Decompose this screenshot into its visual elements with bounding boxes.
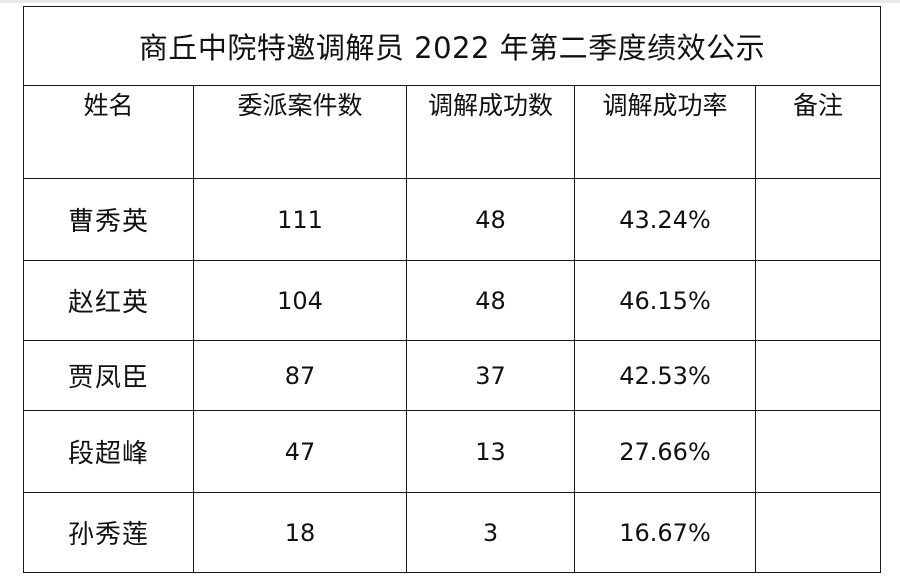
title-row: 商丘中院特邀调解员 2022 年第二季度绩效公示 — [22, 6, 882, 86]
cell-name: 段超峰 — [23, 410, 194, 493]
page-top-rule — [0, 0, 900, 3]
cell-note — [754, 340, 882, 411]
cell-assigned: 87 — [193, 340, 407, 411]
cell-assigned: 111 — [193, 178, 407, 261]
cell-rate: 43.24% — [574, 178, 756, 261]
cell-name: 孙秀莲 — [23, 492, 194, 573]
table-row: 段超峰 47 13 27.66% — [23, 410, 882, 493]
performance-table: 商丘中院特邀调解员 2022 年第二季度绩效公示 姓名 委派案件数 调解成功数 … — [22, 6, 882, 573]
table-row: 曹秀英 111 48 43.24% — [23, 178, 882, 261]
header-remarks: 备注 — [754, 85, 882, 179]
table-row: 孙秀莲 18 3 16.67% — [23, 492, 882, 573]
header-success-count: 调解成功数 — [406, 85, 575, 179]
table-title: 商丘中院特邀调解员 2022 年第二季度绩效公示 — [22, 6, 882, 86]
cell-note — [754, 410, 882, 493]
cell-assigned: 104 — [193, 260, 407, 341]
cell-note — [754, 178, 882, 261]
cell-success: 37 — [406, 340, 575, 411]
table-row: 赵红英 104 48 46.15% — [23, 260, 882, 341]
cell-note — [754, 260, 882, 341]
cell-rate: 27.66% — [574, 410, 756, 493]
cell-success: 13 — [406, 410, 575, 493]
header-success-rate: 调解成功率 — [574, 85, 756, 179]
cell-name: 赵红英 — [23, 260, 194, 341]
cell-success: 48 — [406, 260, 575, 341]
header-row: 姓名 委派案件数 调解成功数 调解成功率 备注 — [23, 85, 882, 179]
cell-assigned: 18 — [193, 492, 407, 573]
cell-rate: 46.15% — [574, 260, 756, 341]
header-assigned-cases: 委派案件数 — [193, 85, 407, 179]
cell-success: 48 — [406, 178, 575, 261]
cell-note — [754, 492, 882, 573]
cell-success: 3 — [406, 492, 575, 573]
cell-rate: 42.53% — [574, 340, 756, 411]
cell-name: 贾凤臣 — [23, 340, 194, 411]
cell-assigned: 47 — [193, 410, 407, 493]
header-name: 姓名 — [23, 85, 194, 179]
cell-name: 曹秀英 — [23, 178, 194, 261]
cell-rate: 16.67% — [574, 492, 756, 573]
table-row: 贾凤臣 87 37 42.53% — [23, 340, 882, 411]
